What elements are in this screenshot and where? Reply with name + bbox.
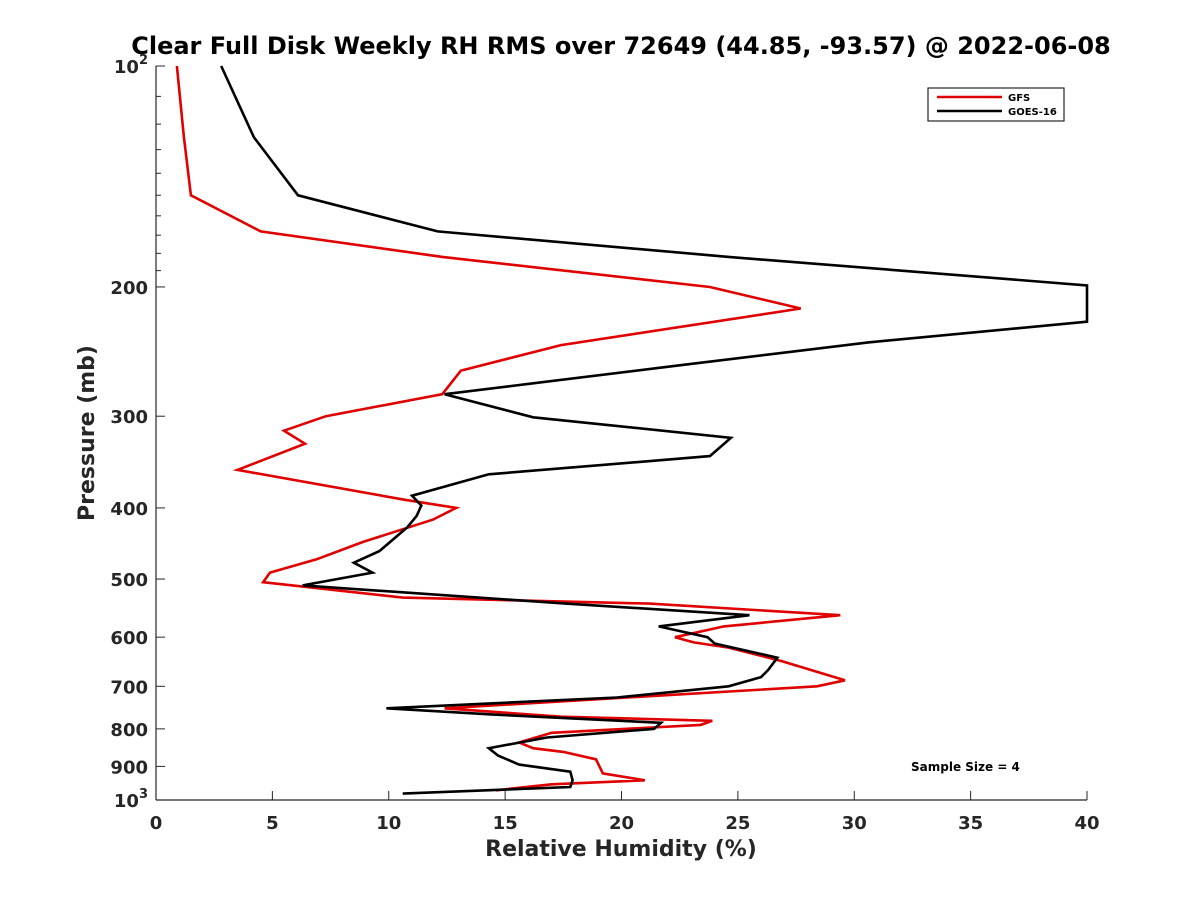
x-tick-label: 40: [1074, 813, 1099, 834]
x-tick-label: 15: [493, 813, 518, 834]
chart-title: Clear Full Disk Weekly RH RMS over 72649…: [131, 32, 1111, 60]
legend-box: [927, 87, 1065, 122]
series-lines: [175, 65, 1089, 795]
x-tick-label: 35: [958, 813, 983, 834]
y-tick-label: 900: [110, 757, 148, 778]
y-axis-ticks: 102 200 300 400 500 600 700 800 900 103: [110, 53, 165, 812]
x-tick-label: 25: [725, 813, 750, 834]
y-tick-label: 800: [110, 720, 148, 741]
legend: GFS GOES-16: [927, 87, 1065, 122]
legend-label-goes16: GOES-16: [1008, 107, 1057, 118]
y-axis-label: Pressure (mb): [75, 345, 100, 521]
y-tick-label: 300: [110, 407, 148, 428]
x-tick-label: 20: [609, 813, 634, 834]
plot-area: 0 5 10 15 20 25 30 35 40 102 200 300 400 500 600 700 80…: [110, 53, 1099, 834]
sample-size-annotation: Sample Size = 4: [911, 760, 1020, 774]
series-line-goes-16: [220, 65, 1089, 795]
x-tick-label: 30: [842, 813, 867, 834]
y-tick-label: 500: [110, 570, 148, 591]
x-axis-ticks: 0 5 10 15 20 25 30 35 40: [150, 791, 1100, 834]
y-tick-label: 102: [114, 53, 148, 78]
y-tick-label: 700: [110, 677, 148, 698]
series-line-gfs: [175, 65, 846, 792]
x-tick-label: 10: [376, 813, 401, 834]
y-tick-label: 200: [110, 278, 148, 299]
x-tick-label: 5: [266, 813, 279, 834]
y-tick-label: 400: [110, 499, 148, 520]
x-tick-label: 0: [150, 813, 163, 834]
y-tick-label: 600: [110, 628, 148, 649]
y-tick-label: 103: [114, 787, 148, 812]
x-axis-label: Relative Humidity (%): [485, 837, 757, 862]
legend-label-gfs: GFS: [1008, 93, 1030, 104]
